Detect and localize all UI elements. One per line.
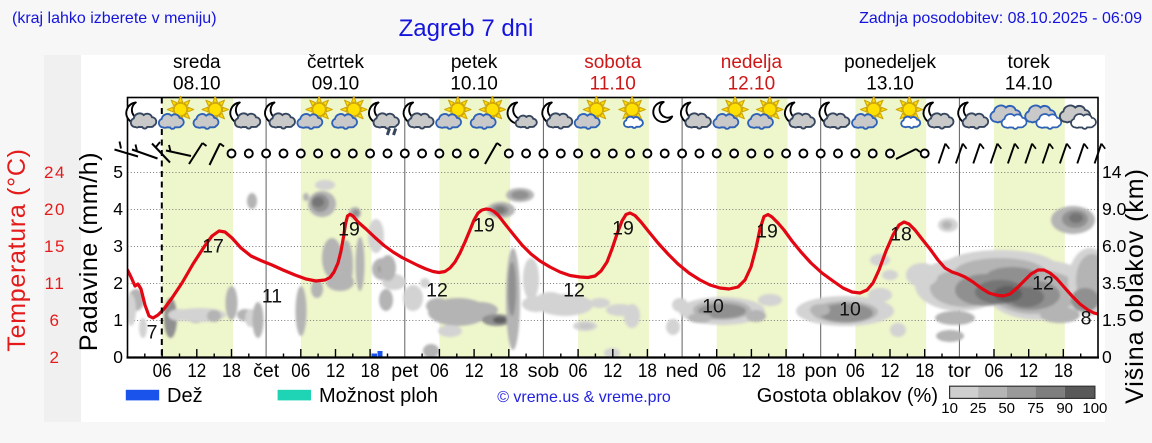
svg-text:100: 100 [1082, 400, 1107, 417]
svg-text:pon: pon [804, 360, 837, 382]
svg-text:0: 0 [1102, 347, 1112, 367]
svg-text:petek: petek [451, 52, 498, 73]
svg-text:12: 12 [1019, 360, 1038, 382]
svg-text:18: 18 [499, 360, 518, 382]
svg-text:12: 12 [426, 280, 448, 302]
svg-text:Gostota oblakov (%): Gostota oblakov (%) [757, 385, 938, 407]
svg-text:2: 2 [113, 273, 123, 293]
svg-text:11.10: 11.10 [590, 74, 636, 95]
svg-text:11: 11 [45, 274, 66, 293]
svg-text:06: 06 [985, 360, 1004, 382]
svg-text:18: 18 [915, 360, 934, 382]
svg-text:1: 1 [113, 310, 123, 330]
svg-text:ponedeljek: ponedeljek [844, 52, 936, 73]
svg-text:12.10: 12.10 [728, 74, 776, 95]
svg-text:Možnost ploh: Možnost ploh [319, 385, 438, 407]
svg-text:sob: sob [528, 360, 560, 382]
svg-text:1.5: 1.5 [1102, 310, 1126, 330]
svg-text:8: 8 [1081, 308, 1092, 330]
svg-text:sobota: sobota [584, 52, 641, 73]
svg-text:18: 18 [638, 360, 657, 382]
svg-text:06: 06 [153, 360, 172, 382]
svg-text:09.10: 09.10 [312, 74, 360, 95]
svg-text:10: 10 [941, 400, 958, 417]
svg-text:Temperatura (°C): Temperatura (°C) [3, 148, 31, 351]
svg-text:12: 12 [881, 360, 900, 382]
svg-text:10: 10 [839, 299, 861, 321]
svg-text:08.10: 08.10 [173, 74, 221, 95]
svg-text:06: 06 [569, 360, 588, 382]
svg-text:18: 18 [222, 360, 241, 382]
svg-text:12: 12 [187, 360, 206, 382]
svg-text:14: 14 [1102, 162, 1122, 182]
svg-text:18: 18 [777, 360, 796, 382]
svg-text:17: 17 [202, 236, 224, 258]
svg-text:19: 19 [338, 219, 360, 241]
svg-text:12: 12 [326, 360, 345, 382]
svg-text:tor: tor [948, 360, 971, 382]
svg-text:20: 20 [44, 200, 66, 219]
svg-text:10: 10 [702, 296, 724, 318]
svg-text:Zagreb 7 dni: Zagreb 7 dni [399, 15, 534, 42]
svg-text:06: 06 [707, 360, 726, 382]
svg-text:06: 06 [846, 360, 865, 382]
svg-text:0: 0 [113, 347, 123, 367]
svg-text:12: 12 [563, 280, 585, 302]
svg-text:(kraj lahko izberete v meniju): (kraj lahko izberete v meniju) [12, 10, 217, 27]
svg-text:24: 24 [44, 163, 66, 182]
svg-text:9.0: 9.0 [1102, 199, 1127, 219]
svg-text:3.5: 3.5 [1102, 273, 1126, 293]
svg-text:10.10: 10.10 [450, 74, 498, 95]
svg-text:Padavine (mm/h): Padavine (mm/h) [75, 152, 103, 351]
svg-text:25: 25 [970, 400, 987, 417]
svg-text:3: 3 [113, 236, 123, 256]
svg-text:6.0: 6.0 [1102, 236, 1127, 256]
svg-text:19: 19 [756, 221, 778, 243]
svg-text:12: 12 [742, 360, 761, 382]
svg-text:18: 18 [361, 360, 380, 382]
svg-text:75: 75 [1027, 400, 1044, 417]
svg-text:ned: ned [666, 360, 699, 382]
svg-text:18: 18 [1054, 360, 1073, 382]
svg-text:18: 18 [890, 224, 912, 246]
svg-text:2: 2 [50, 348, 61, 367]
svg-text:Dež: Dež [167, 385, 203, 407]
svg-text:12: 12 [603, 360, 622, 382]
svg-text:19: 19 [612, 218, 634, 240]
svg-text:50: 50 [998, 400, 1015, 417]
svg-text:4: 4 [113, 199, 123, 219]
svg-text:pet: pet [391, 360, 419, 382]
svg-text:Višina oblakov (km): Višina oblakov (km) [1121, 168, 1149, 404]
svg-text:90: 90 [1056, 400, 1073, 417]
svg-text:čet: čet [253, 360, 280, 382]
svg-text:6: 6 [50, 311, 61, 330]
svg-text:06: 06 [430, 360, 449, 382]
svg-text:15: 15 [44, 237, 66, 256]
svg-text:06: 06 [291, 360, 310, 382]
svg-text:7: 7 [147, 322, 158, 344]
svg-text:11: 11 [262, 286, 282, 308]
svg-text:nedelja: nedelja [721, 52, 783, 73]
svg-text:13.10: 13.10 [866, 74, 914, 95]
svg-text:Zadnja posodobitev: 08.10.2025: Zadnja posodobitev: 08.10.2025 - 06:09 [859, 10, 1142, 27]
svg-text:12: 12 [465, 360, 484, 382]
svg-text:14.10: 14.10 [1005, 74, 1053, 95]
svg-text:19: 19 [473, 215, 495, 237]
svg-text:© vreme.us & vreme.pro: © vreme.us & vreme.pro [497, 389, 671, 406]
svg-text:12: 12 [1032, 273, 1054, 295]
svg-text:sreda: sreda [173, 52, 221, 73]
svg-text:četrtek: četrtek [307, 52, 365, 73]
svg-text:5: 5 [113, 162, 123, 182]
svg-text:torek: torek [1008, 52, 1051, 73]
